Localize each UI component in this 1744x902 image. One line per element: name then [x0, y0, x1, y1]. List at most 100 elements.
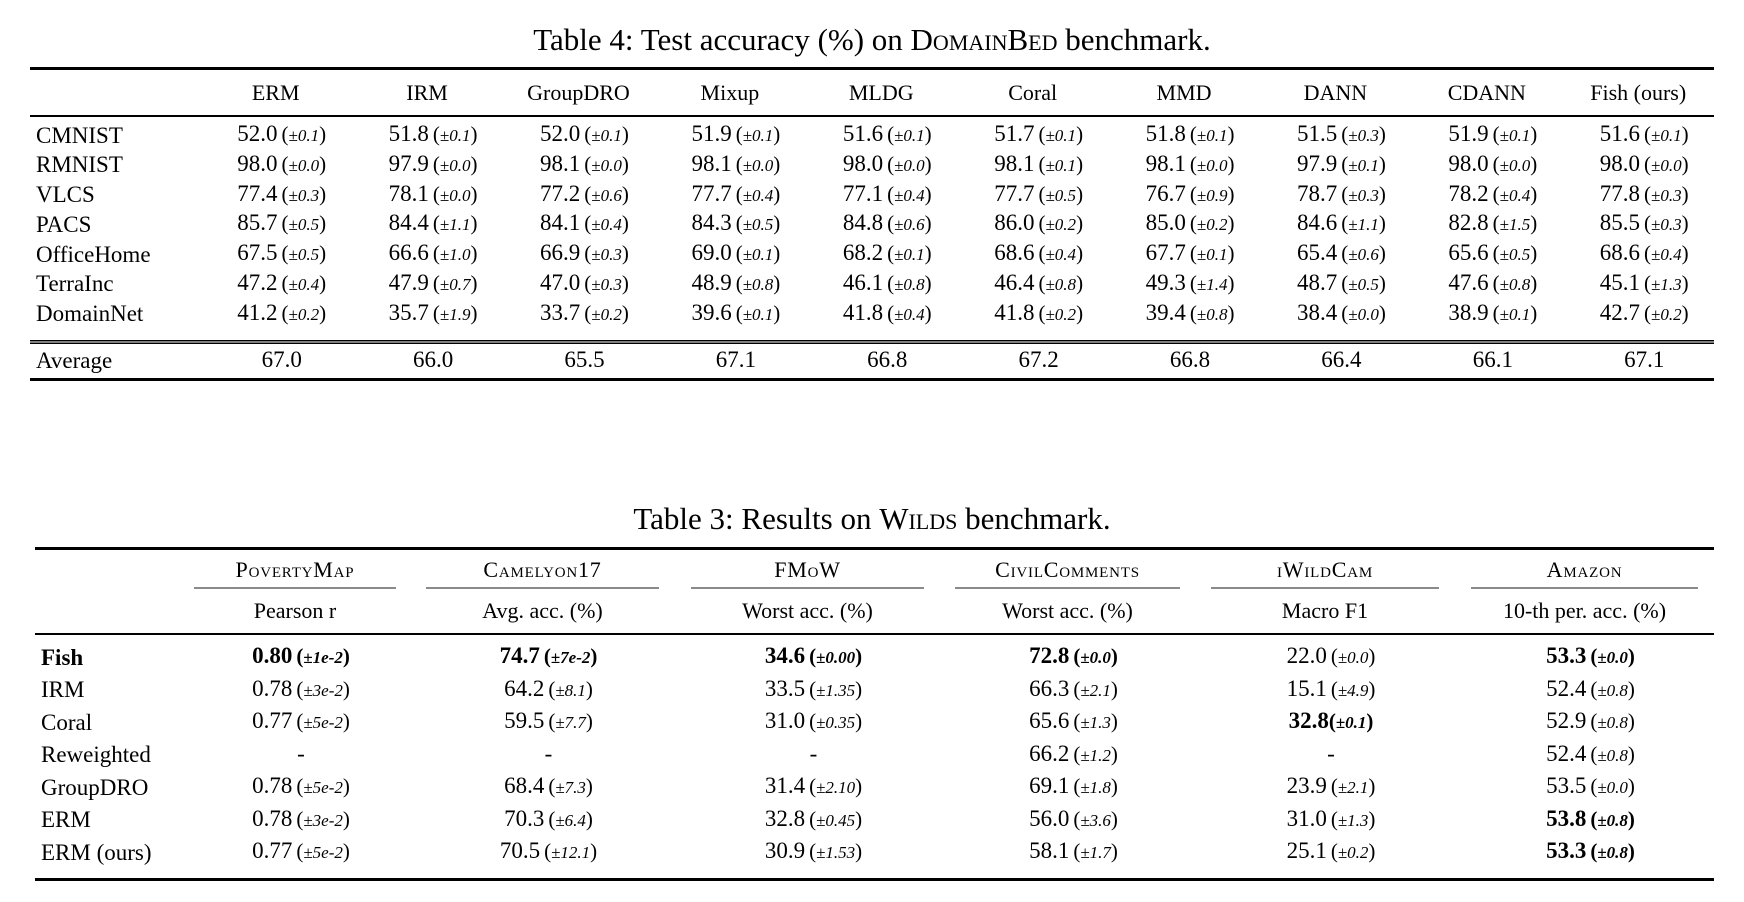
paren-open-text: ( — [1590, 676, 1598, 701]
data-cell: 77.7 (±0.4) — [660, 179, 811, 212]
cell-stderr: ±0.4 — [894, 185, 925, 205]
paren-open-text: ( — [548, 806, 556, 831]
paren-close-text: ) — [621, 151, 629, 176]
data-cell: 98.0 (±0.0) — [206, 149, 357, 182]
cell-stderr: ±0.3 — [1348, 185, 1379, 205]
row-label: Coral — [41, 709, 93, 735]
cell-stderr: ±0.1 — [742, 304, 774, 324]
cell-value: 65.6 — [1029, 708, 1070, 734]
paren-open-text: ( — [296, 676, 304, 701]
paren-open-text: ( — [432, 300, 440, 325]
paren-open-text: ( — [1590, 806, 1598, 831]
row-label: GroupDRO — [41, 774, 149, 800]
cell-value: 39.6 — [691, 299, 732, 325]
data-cell: 25.1 (±0.2) — [1201, 835, 1461, 871]
data-cell: 51.8 (±0.1) — [1114, 119, 1265, 152]
cell-value: 51.8 — [388, 121, 429, 146]
cell-stderr: ±0.2 — [1337, 843, 1369, 863]
paren-open-text: ( — [1492, 181, 1500, 206]
paren-close-text: ) — [1368, 676, 1376, 701]
paren-close-text: ) — [1627, 676, 1635, 701]
paren-close-text: ) — [1076, 151, 1084, 176]
paren-close-text: ) — [1227, 241, 1235, 266]
cell-stderr: ±0.5 — [288, 245, 320, 265]
data-cell: 51.9 (±0.1) — [1417, 119, 1568, 152]
cell-value: 84.4 — [388, 210, 429, 236]
paren-open-text: ( — [1492, 300, 1500, 325]
group-underline-rule — [1470, 587, 1699, 590]
cell-value: 77.2 — [540, 180, 581, 206]
data-cell: 70.5 (±12.1) — [416, 835, 681, 871]
data-cell: 98.1 (±0.1) — [963, 149, 1114, 182]
table-row: Fish 0.80 (±1e-2) 74.7 (±7e-2) 34.6 (±0.00)… — [35, 642, 1714, 675]
paren-close-text: ) — [1681, 300, 1689, 325]
cell-value: 65.5 — [564, 346, 605, 372]
cell-value: 66.9 — [540, 240, 581, 266]
paren-open-text: ( — [432, 151, 440, 176]
paren-close-text: ) — [1110, 676, 1118, 701]
paren-open-text: ( — [1038, 211, 1046, 236]
cell-value: 22.0 — [1286, 643, 1327, 669]
paren-open-text: ( — [1189, 241, 1197, 266]
cell-value: 0.78 — [252, 805, 293, 831]
cell-stderr: ±0.1 — [1196, 245, 1228, 265]
data-cell: 51.6 (±0.1) — [1569, 119, 1720, 152]
table4-caption: Table 4: Test accuracy (%) on DomainBed … — [30, 20, 1714, 60]
paren-open-text: ( — [735, 122, 743, 146]
column-header: CDANN — [1447, 80, 1526, 105]
paren-open-text: ( — [1189, 270, 1197, 295]
paren-close-text: ) — [773, 151, 781, 176]
data-cell: 53.5 (±0.0) — [1461, 770, 1720, 806]
cell-stderr: ±1.3 — [1080, 713, 1111, 733]
cell-stderr: ±0.5 — [1499, 245, 1531, 265]
data-cell: 64.2 (±8.1) — [416, 673, 681, 709]
domainbed-results-table: ERM IRM GroupDRO Mixup MLDG Coral MMD DANN CDANN… — [30, 67, 1714, 382]
paren-close-text: ) — [621, 300, 629, 325]
table-row: Reweighted - - -66.2 (±1.2) -52.4 (±0.8) — [35, 739, 1714, 772]
cell-value: 74.7 — [499, 643, 540, 669]
paren-open-text: ( — [1644, 211, 1652, 236]
cell-stderr: ±0.8 — [1196, 304, 1228, 324]
data-cell: 0.80 (±1e-2) — [186, 640, 416, 676]
cell-stderr: ±0.0 — [1499, 155, 1531, 175]
table-row: Coral 0.77 (±5e-2) 59.5 (±7.7) 31.0 (±0.35)… — [35, 707, 1714, 740]
cell-value: 66.3 — [1029, 675, 1070, 701]
table-row: ERM (ours) 0.77 (±5e-2) 70.5 (±12.1) 30.9 (… — [35, 837, 1714, 870]
cell-stderr: ±0.4 — [1045, 245, 1077, 265]
cell-value: 52.4 — [1546, 740, 1587, 766]
data-cell: 66.4 — [1266, 343, 1417, 380]
table3-top-rule — [35, 547, 1714, 551]
paren-close-text: ) — [621, 181, 629, 206]
paren-open-text: ( — [543, 644, 551, 669]
cell-value: 48.9 — [691, 269, 732, 295]
cell-stderr: ±0.0 — [1651, 155, 1682, 175]
table4-header-row: ERM IRM GroupDRO Mixup MLDG Coral MMD DANN CDANN… — [30, 70, 1714, 115]
cell-stderr: ±0.4 — [894, 304, 925, 324]
cell-stderr: ±5e-2 — [303, 778, 343, 798]
data-cell: 31.4 (±2.10) — [681, 770, 946, 806]
cell-stderr: ±1.3 — [1337, 810, 1369, 830]
cell-value: 70.5 — [499, 838, 541, 864]
table4-top-rule — [30, 67, 1714, 70]
paren-close-text: ) — [342, 839, 350, 864]
data-cell: 23.9 (±2.1) — [1201, 770, 1461, 806]
group-underline-rule — [193, 587, 397, 590]
table-row: OfficeHome 67.5 (±0.5) 66.6 (±1.0) 66.9 (±0… — [30, 240, 1714, 270]
paren-close-text: ) — [1110, 709, 1118, 734]
cell-stderr: ±1.53 — [816, 843, 856, 863]
data-cell: 52.0 (±0.1) — [206, 119, 357, 152]
cell-value: 47.0 — [540, 269, 581, 295]
cell-value: 98.0 — [1599, 150, 1641, 176]
cell-value: 45.1 — [1599, 269, 1641, 295]
paren-close-text: ) — [924, 181, 932, 206]
paren-close-text: ) — [1368, 644, 1376, 669]
dataset-name: iWildCam — [1277, 557, 1373, 583]
table-row: DomainNet 41.2 (±0.2) 35.7 (±1.9) 33.7 (±0.… — [30, 299, 1714, 329]
data-cell: 66.2 (±1.2) — [946, 738, 1201, 774]
paren-open-text: ( — [1492, 241, 1500, 266]
paren-close-text: ) — [1368, 774, 1376, 799]
paren-close-text: ) — [585, 806, 593, 831]
dataset-group-header: CivilComments — [940, 556, 1195, 590]
data-cell: 97.9 (±0.0) — [357, 149, 508, 182]
cell-value: 31.0 — [764, 708, 806, 734]
